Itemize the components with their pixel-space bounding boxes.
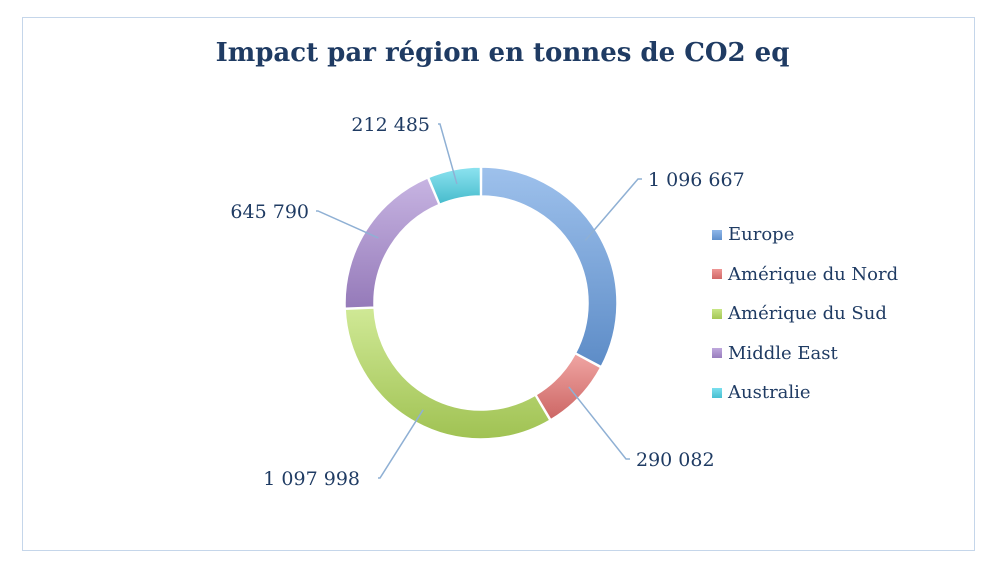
legend-item-europe: Europe	[712, 215, 898, 255]
legend-label: Australie	[728, 382, 811, 404]
legend-item-amerique-du-sud: Amérique du Sud	[712, 294, 898, 334]
data-label-australie: 212 485	[351, 114, 430, 136]
leader-line-amerique-du-sud	[378, 409, 424, 479]
legend-swatch	[712, 348, 722, 359]
chart-slices	[344, 166, 618, 440]
legend-item-middle-east: Middle East	[712, 334, 898, 374]
legend-swatch	[712, 308, 722, 319]
slice-amerique-du-nord	[534, 352, 602, 421]
data-label-amerique-du-nord: 290 082	[636, 449, 715, 471]
legend-label: Middle East	[728, 342, 838, 364]
chart-data-labels: 1 096 667 290 082 1 097 998 645 790 212 485	[230, 114, 744, 490]
leader-line-amerique-du-nord	[568, 386, 630, 460]
slice-australie	[427, 166, 482, 206]
slice-europe	[480, 166, 618, 368]
legend-item-amerique-du-nord: Amérique du Nord	[712, 255, 898, 295]
legend-swatch	[712, 229, 722, 240]
legend-label: Amérique du Nord	[728, 263, 899, 285]
data-label-amerique-du-sud: 1 097 998	[263, 468, 360, 490]
slice-amerique-du-sud	[344, 307, 551, 440]
chart-frame	[22, 17, 975, 551]
legend-item-australie: Australie	[712, 373, 898, 413]
leader-line-europe	[584, 178, 642, 241]
chart-legend: Europe Amérique du Nord Amérique du Sud Mid…	[712, 215, 898, 413]
leader-line-middle-east	[316, 210, 379, 239]
leader-line-australie	[438, 123, 458, 185]
legend-label: Amérique du Sud	[728, 303, 887, 325]
chart-leader-lines	[316, 123, 642, 479]
chart-title: Impact par région en tonnes de CO2 eq	[215, 38, 790, 68]
legend-label: Europe	[728, 224, 795, 246]
legend-swatch	[712, 387, 722, 398]
data-label-middle-east: 645 790	[230, 201, 309, 223]
legend-swatch	[712, 269, 722, 280]
data-label-europe: 1 096 667	[648, 169, 745, 191]
slice-middle-east	[344, 176, 440, 309]
